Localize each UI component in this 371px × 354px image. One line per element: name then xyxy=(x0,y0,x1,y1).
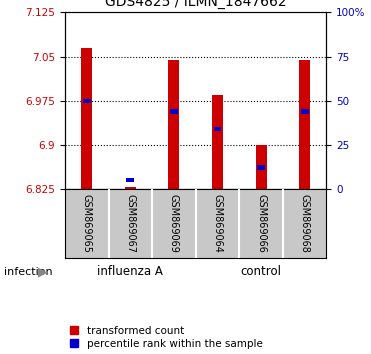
Text: control: control xyxy=(240,265,282,278)
Bar xyxy=(214,127,221,131)
Title: GDS4825 / ILMN_1847662: GDS4825 / ILMN_1847662 xyxy=(105,0,286,8)
Bar xyxy=(127,178,134,182)
Text: infection: infection xyxy=(4,267,52,277)
Bar xyxy=(299,59,310,189)
Text: GSM869069: GSM869069 xyxy=(169,194,179,253)
Bar xyxy=(170,109,178,114)
Bar xyxy=(212,95,223,189)
Bar xyxy=(81,48,92,189)
Bar xyxy=(257,166,265,170)
Bar xyxy=(168,59,179,189)
Text: GSM869065: GSM869065 xyxy=(82,194,92,253)
Legend: transformed count, percentile rank within the sample: transformed count, percentile rank withi… xyxy=(70,326,263,349)
Text: GSM869067: GSM869067 xyxy=(125,194,135,253)
Text: GSM869068: GSM869068 xyxy=(300,194,310,253)
Text: influenza A: influenza A xyxy=(97,265,163,278)
Text: GSM869066: GSM869066 xyxy=(256,194,266,253)
Bar xyxy=(125,187,136,189)
Bar xyxy=(301,109,309,114)
Text: GSM869064: GSM869064 xyxy=(213,194,223,253)
Bar xyxy=(83,99,91,103)
Text: ▶: ▶ xyxy=(38,265,47,278)
Bar xyxy=(256,145,266,189)
